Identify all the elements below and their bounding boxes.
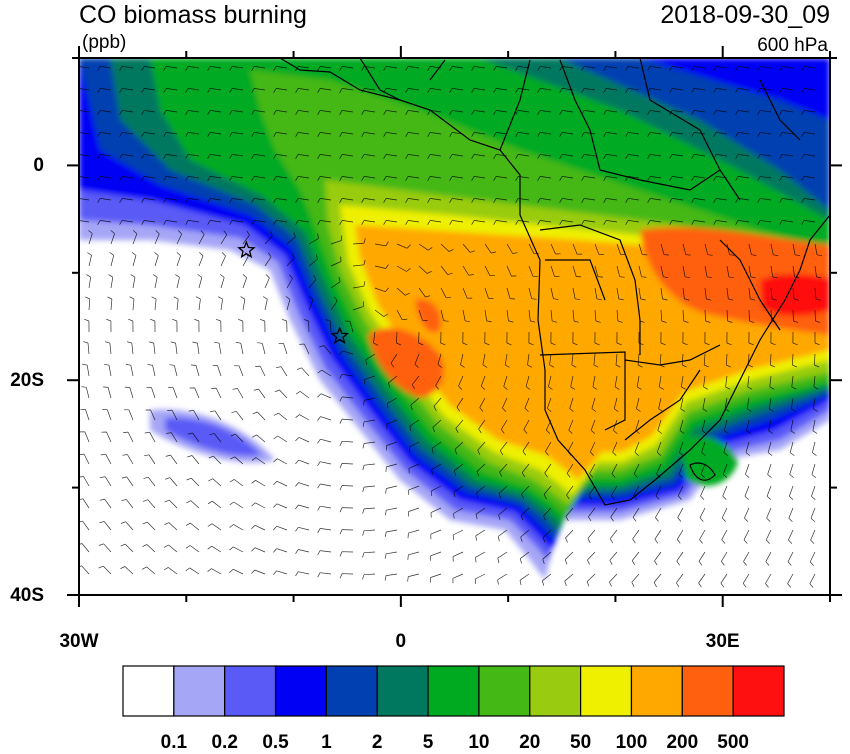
colorbar-swatch (681, 665, 734, 717)
colorbar-swatch (732, 665, 785, 717)
colorbar-label: 50 (570, 732, 592, 753)
x-tick-label: 30E (705, 631, 740, 652)
x-tick-label: 30W (59, 631, 99, 652)
pressure-level-label: 600 hPa (757, 35, 828, 56)
map-title: CO biomass burning (79, 1, 307, 29)
timestamp-label: 2018-09-30_09 (660, 1, 830, 29)
colorbar-label: 20 (519, 732, 541, 753)
y-tick-label: 0 (33, 155, 44, 177)
plot-frame (78, 57, 831, 596)
colorbar-label: 0.2 (211, 732, 238, 753)
map-field (79, 58, 830, 595)
colorbar-swatch (529, 665, 582, 717)
colorbar-swatch (173, 665, 226, 717)
colorbar-label: 100 (615, 732, 648, 753)
axis-ticks (67, 46, 842, 607)
star-marker-st-helena (330, 326, 349, 345)
colorbar-label: 0.1 (160, 732, 188, 753)
colorbar-swatch (376, 665, 429, 717)
colorbar-label: 5 (422, 732, 434, 753)
colorbar-swatch (630, 665, 683, 717)
units-label: (ppb) (82, 32, 127, 53)
star-marker-ascension (237, 240, 256, 259)
colorbar-label: 10 (468, 732, 490, 753)
y-tick-label: 40S (10, 585, 44, 606)
colorbar-label: 200 (666, 732, 699, 753)
colorbar-swatch (478, 665, 531, 717)
wind-barbs (79, 66, 823, 588)
country-borders (279, 58, 830, 506)
colorbar-label: 0.5 (262, 732, 289, 753)
y-tick-label: 20S (10, 370, 44, 392)
colorbar-swatch (325, 665, 378, 717)
colorbar-swatch (274, 665, 327, 717)
colorbar-swatch (580, 665, 633, 717)
colorbar-label: 1 (321, 732, 332, 753)
colorbar (122, 665, 785, 717)
observation-site-markers (237, 240, 349, 345)
colorbar-label: 500 (717, 732, 749, 753)
colorbar-swatch (122, 665, 175, 717)
colorbar-label: 2 (371, 732, 383, 753)
colorbar-swatch (427, 665, 480, 717)
colorbar-swatch (224, 665, 277, 717)
x-tick-label: 0 (395, 631, 407, 652)
